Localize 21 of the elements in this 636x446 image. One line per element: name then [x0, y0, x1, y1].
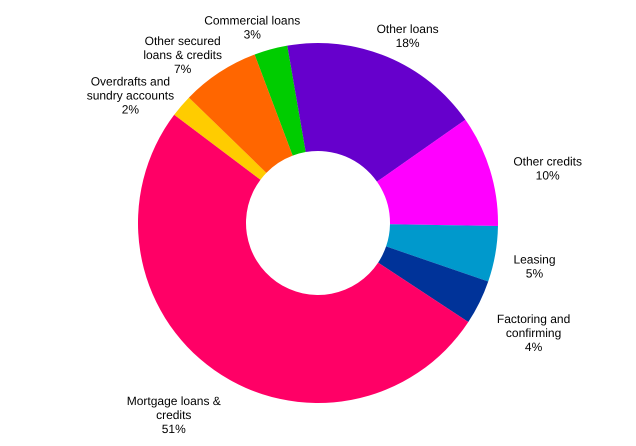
slice-label: Commercial loans	[204, 13, 300, 28]
slice-label: Factoring and confirming	[496, 312, 570, 340]
data-label: 3%	[244, 27, 262, 42]
slice-label: Overdrafts and sundry accounts	[86, 74, 174, 103]
data-label: 18%	[396, 36, 420, 50]
data-label: 51%	[162, 422, 186, 436]
data-label: 7%	[174, 62, 192, 76]
slice-label: Other secured loans & credits	[143, 34, 222, 62]
data-label: 5%	[526, 266, 544, 280]
slice-label: Other credits	[513, 154, 582, 169]
donut-slice	[378, 246, 488, 322]
donut-slice	[386, 224, 498, 282]
slice-label: Mortgage loans & credits	[126, 394, 221, 422]
donut-slice	[376, 120, 498, 226]
slice-label: Other loans	[376, 22, 439, 36]
data-label: 2%	[122, 102, 140, 117]
donut-slice	[174, 98, 266, 180]
slice-label: Leasing	[513, 252, 556, 266]
data-label: 4%	[524, 340, 543, 354]
data-label: 10%	[536, 168, 560, 183]
donut-slice	[254, 46, 306, 156]
